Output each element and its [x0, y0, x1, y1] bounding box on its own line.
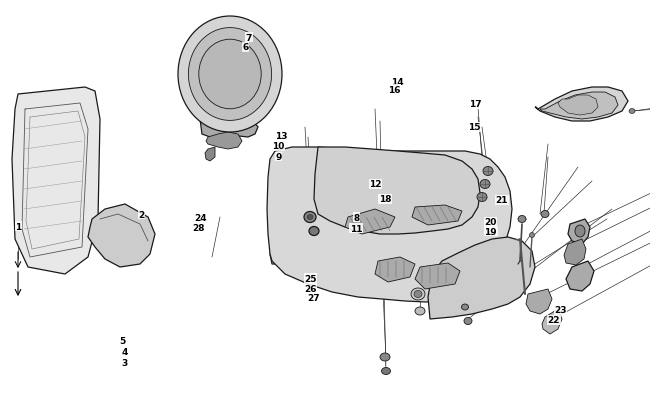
Text: 12: 12 — [369, 180, 382, 189]
Text: 10: 10 — [272, 142, 285, 151]
Polygon shape — [526, 289, 552, 314]
Text: 8: 8 — [353, 213, 359, 222]
Polygon shape — [542, 309, 562, 334]
Text: 28: 28 — [192, 223, 205, 232]
Polygon shape — [558, 96, 598, 116]
Polygon shape — [564, 239, 586, 265]
Ellipse shape — [480, 180, 490, 189]
Ellipse shape — [414, 291, 422, 298]
Ellipse shape — [199, 40, 261, 109]
Text: 2: 2 — [138, 210, 145, 219]
Text: 18: 18 — [378, 195, 391, 204]
Text: 22: 22 — [547, 315, 560, 324]
Ellipse shape — [575, 226, 585, 237]
Polygon shape — [535, 88, 628, 122]
Text: 24: 24 — [194, 213, 207, 222]
Ellipse shape — [178, 17, 282, 133]
Polygon shape — [267, 148, 512, 302]
Text: 11: 11 — [350, 224, 363, 233]
Polygon shape — [415, 263, 460, 289]
Ellipse shape — [382, 368, 391, 375]
Text: 26: 26 — [304, 284, 317, 293]
Ellipse shape — [415, 307, 425, 315]
Text: 9: 9 — [275, 153, 281, 162]
Ellipse shape — [530, 233, 534, 238]
Polygon shape — [314, 148, 480, 234]
Text: 19: 19 — [484, 227, 497, 236]
Text: 15: 15 — [468, 123, 481, 132]
Ellipse shape — [462, 304, 469, 310]
Text: 4: 4 — [122, 347, 128, 356]
Text: 25: 25 — [304, 274, 317, 283]
Text: 16: 16 — [388, 85, 401, 94]
Ellipse shape — [309, 227, 319, 236]
Text: 27: 27 — [307, 294, 320, 303]
Ellipse shape — [307, 215, 313, 220]
Text: 3: 3 — [122, 358, 128, 367]
Ellipse shape — [380, 353, 390, 361]
Text: 20: 20 — [484, 217, 497, 226]
Ellipse shape — [464, 318, 472, 325]
Text: 23: 23 — [554, 305, 567, 314]
Text: 7: 7 — [246, 34, 252, 43]
Polygon shape — [412, 205, 462, 226]
Text: 13: 13 — [274, 131, 287, 140]
Text: 17: 17 — [469, 100, 482, 109]
Polygon shape — [540, 93, 618, 120]
Text: 14: 14 — [391, 77, 404, 86]
Polygon shape — [206, 133, 242, 149]
Ellipse shape — [304, 212, 316, 223]
Ellipse shape — [483, 167, 493, 176]
Ellipse shape — [541, 211, 549, 218]
Polygon shape — [375, 257, 415, 282]
Polygon shape — [12, 88, 100, 274]
Ellipse shape — [518, 216, 526, 223]
Polygon shape — [200, 118, 258, 138]
Polygon shape — [568, 220, 590, 244]
Text: 21: 21 — [495, 196, 508, 205]
Ellipse shape — [629, 109, 635, 114]
Ellipse shape — [188, 28, 272, 121]
Text: 5: 5 — [119, 337, 125, 345]
Polygon shape — [205, 148, 215, 162]
Polygon shape — [566, 261, 594, 291]
Polygon shape — [88, 205, 155, 267]
Polygon shape — [345, 209, 395, 234]
Ellipse shape — [477, 193, 487, 202]
Text: 1: 1 — [15, 222, 21, 231]
Ellipse shape — [411, 288, 425, 300]
Polygon shape — [270, 198, 498, 264]
Text: 6: 6 — [242, 43, 249, 52]
Polygon shape — [428, 237, 535, 319]
